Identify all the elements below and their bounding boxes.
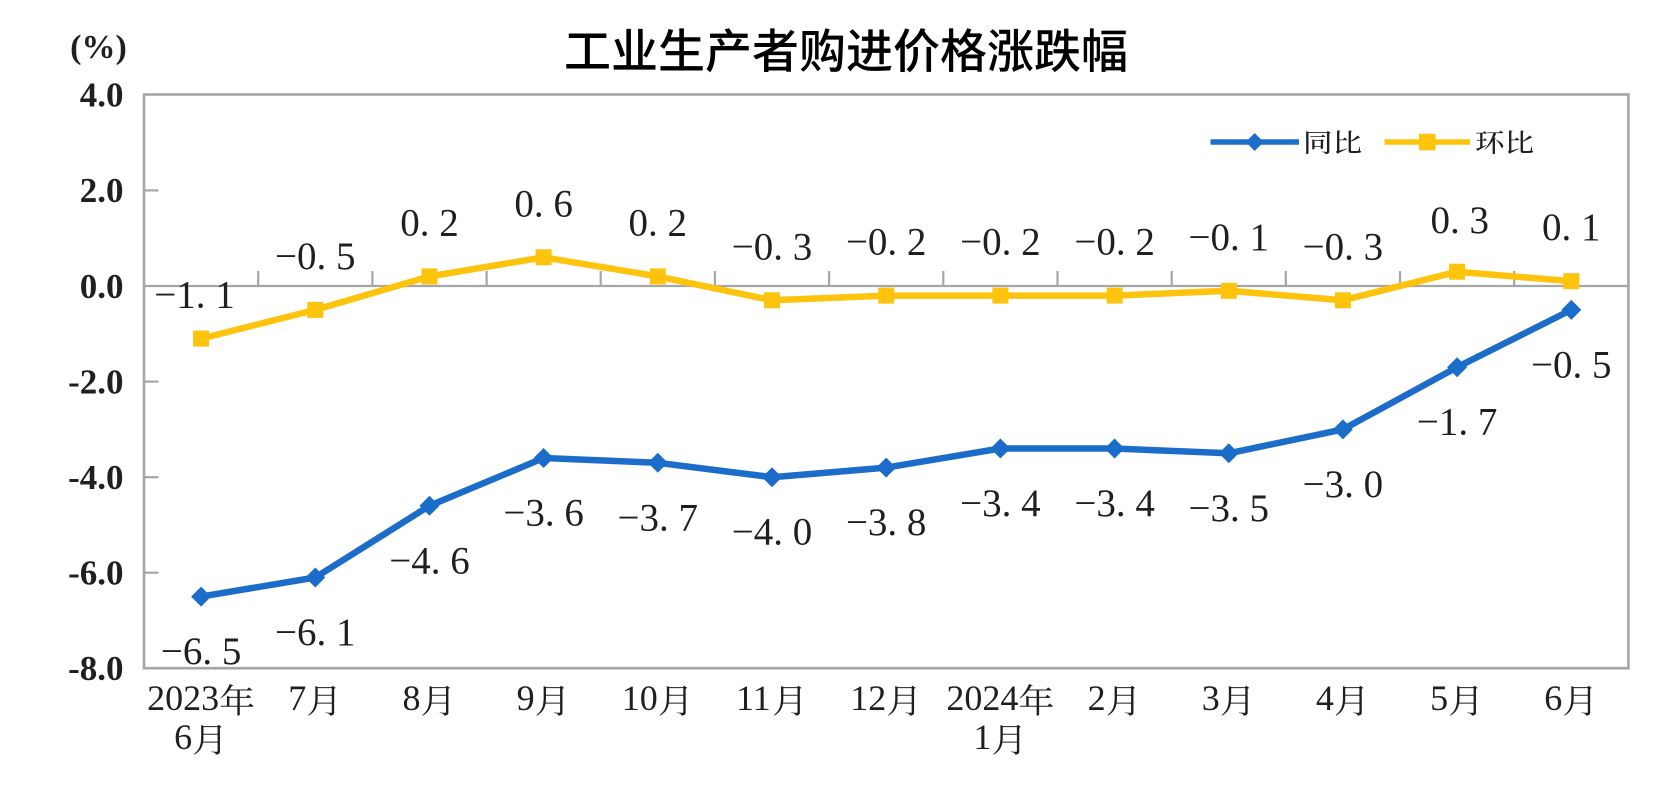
svg-text:0. 6: 0. 6	[514, 182, 573, 225]
svg-text:−3. 6: −3. 6	[503, 492, 584, 535]
svg-text:9: 9	[517, 678, 535, 718]
svg-text:−3. 4: −3. 4	[1074, 482, 1155, 525]
svg-text:12: 12	[850, 678, 886, 718]
svg-text:6: 6	[1544, 678, 1562, 718]
svg-text:−1. 1: −1. 1	[154, 274, 235, 317]
svg-text:2024: 2024	[946, 678, 1018, 718]
svg-text:0.0: 0.0	[80, 267, 124, 306]
svg-text:2.0: 2.0	[80, 171, 124, 210]
svg-text:−1. 7: −1. 7	[1417, 401, 1498, 444]
svg-text:−6. 5: −6. 5	[161, 630, 242, 673]
svg-text:2: 2	[1088, 678, 1106, 718]
svg-text:−0. 5: −0. 5	[1531, 343, 1612, 386]
svg-text:−4. 0: −4. 0	[732, 511, 813, 554]
svg-text:−3. 8: −3. 8	[846, 501, 927, 544]
svg-text:−6. 1: −6. 1	[275, 611, 356, 654]
svg-text:−0. 2: −0. 2	[1074, 221, 1155, 264]
svg-text:-8.0: -8.0	[68, 649, 123, 688]
svg-text:−3. 4: −3. 4	[960, 482, 1041, 525]
svg-text:−3. 5: −3. 5	[1189, 487, 1270, 530]
svg-text:10: 10	[622, 678, 658, 718]
svg-text:−3. 0: −3. 0	[1303, 463, 1384, 506]
svg-text:-6.0: -6.0	[68, 554, 123, 593]
svg-text:−0. 3: −0. 3	[732, 225, 813, 268]
svg-text:1: 1	[973, 717, 991, 757]
svg-text:0. 1: 0. 1	[1542, 206, 1601, 249]
svg-text:(%): (%)	[70, 29, 127, 66]
svg-text:−4. 6: −4. 6	[389, 539, 470, 582]
svg-text:6: 6	[174, 717, 192, 757]
svg-text:5: 5	[1430, 678, 1448, 718]
svg-text:3: 3	[1202, 678, 1220, 718]
svg-text:7: 7	[288, 678, 306, 718]
svg-text:−0. 5: −0. 5	[275, 235, 356, 278]
svg-text:−0. 3: −0. 3	[1303, 225, 1384, 268]
svg-text:−0. 2: −0. 2	[960, 221, 1041, 264]
svg-text:0. 3: 0. 3	[1431, 199, 1490, 242]
svg-text:−0. 1: −0. 1	[1189, 216, 1270, 259]
svg-text:-2.0: -2.0	[68, 362, 123, 401]
svg-text:0. 2: 0. 2	[400, 201, 459, 244]
svg-text:0. 2: 0. 2	[629, 201, 688, 244]
svg-text:-4.0: -4.0	[68, 458, 123, 497]
svg-text:−0. 2: −0. 2	[846, 221, 927, 264]
svg-text:11: 11	[736, 678, 771, 718]
svg-text:2023: 2023	[147, 678, 219, 718]
svg-text:−3. 7: −3. 7	[618, 496, 699, 539]
svg-text:8: 8	[403, 678, 421, 718]
svg-text:4: 4	[1316, 678, 1334, 718]
svg-text:4.0: 4.0	[80, 76, 124, 115]
